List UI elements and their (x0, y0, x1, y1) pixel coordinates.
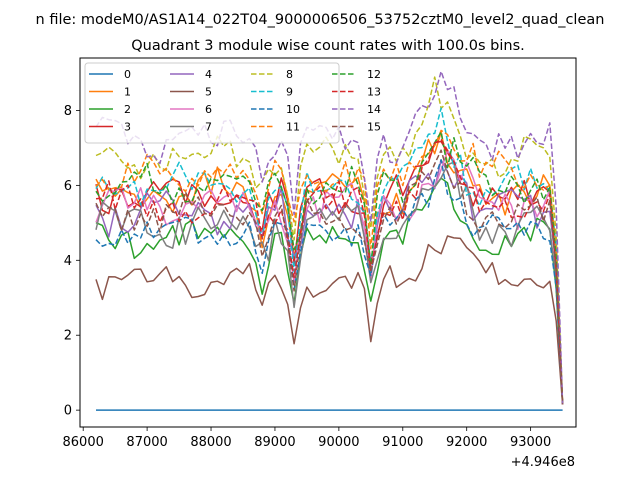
y-tick-label: 4 (64, 254, 72, 269)
series-line-10 (95, 159, 564, 405)
x-tick-label: 90000 (318, 435, 359, 450)
series-line-12 (95, 131, 564, 405)
legend-box (84, 62, 340, 144)
legend-label-14: 14 (367, 103, 381, 116)
legend-label-10: 10 (286, 103, 300, 116)
series-line-9 (95, 107, 564, 405)
series-line-2 (95, 177, 564, 405)
legend-label-9: 9 (286, 86, 293, 99)
legend-label-12: 12 (367, 68, 381, 81)
tick-labels: 86000 87000 88000 89000 90000 91000 92000 93000… (63, 104, 552, 450)
x-tick-label: 86000 (63, 435, 104, 450)
legend-label-5: 5 (205, 86, 212, 99)
legend-label-3: 3 (124, 121, 131, 134)
legend-label-4: 4 (205, 68, 212, 81)
series-line-5 (95, 235, 564, 405)
series-line-6 (95, 150, 564, 405)
legend-label-6: 6 (205, 103, 212, 116)
legend-label-8: 8 (286, 68, 293, 81)
x-tick-label: 88000 (190, 435, 231, 450)
y-tick-label: 2 (64, 329, 72, 344)
x-tick-label: 93000 (510, 435, 551, 450)
x-tick-label: 89000 (254, 435, 295, 450)
legend-label-0: 0 (124, 68, 131, 81)
plot-frame (79, 57, 577, 428)
y-tick-label: 8 (64, 104, 72, 119)
chart-title: Quadrant 3 module wise count rates with … (131, 38, 525, 54)
tick-marks (76, 110, 532, 431)
y-tick-label: 0 (64, 404, 72, 419)
x-tick-label: 87000 (126, 435, 167, 450)
x-offset-label: +4.946e8 (511, 455, 575, 470)
series-line-7 (95, 161, 564, 405)
x-tick-label: 92000 (446, 435, 487, 450)
x-tick-label: 91000 (382, 435, 423, 450)
figure-suptitle: n file: modeM0/AS1A14_022T04_9000006506_… (36, 12, 605, 28)
legend-label-1: 1 (124, 86, 131, 99)
legend-label-2: 2 (124, 103, 131, 116)
legend-label-11: 11 (286, 121, 300, 134)
series-line-11 (95, 129, 564, 405)
legend-label-15: 15 (367, 121, 381, 134)
legend-label-7: 7 (205, 121, 212, 134)
legend-label-13: 13 (367, 86, 381, 99)
series-line-13 (95, 138, 564, 405)
series-line-15 (95, 149, 564, 405)
y-tick-label: 6 (64, 179, 72, 194)
